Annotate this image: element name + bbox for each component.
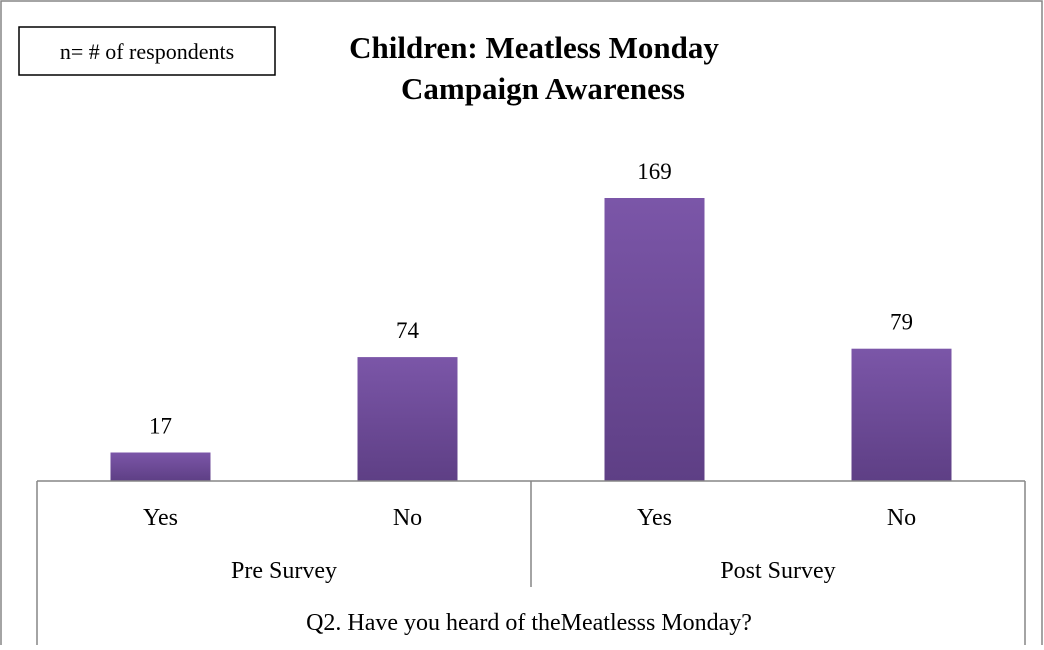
category-label: No: [393, 505, 422, 531]
data-label: 169: [637, 159, 672, 184]
chart-title-line1: Children: Meatless Monday: [349, 30, 719, 65]
bar-pre-survey-yes: [110, 452, 211, 481]
axis-layer: Yes No Pre Survey Yes No Post Survey: [36, 480, 1026, 645]
data-label: 74: [396, 318, 420, 343]
category-label: No: [887, 505, 916, 531]
bar-post-survey-yes: [604, 198, 705, 481]
group-label: Post Survey: [720, 558, 835, 584]
group-label: Pre Survey: [231, 558, 337, 584]
data-label: 79: [890, 310, 913, 335]
data-label: 17: [149, 414, 172, 439]
category-label: Yes: [637, 505, 672, 531]
chart-title-line2: Campaign Awareness: [401, 71, 685, 106]
x-axis-label: Q2. Have you heard of theMeatlesss Monda…: [306, 610, 752, 636]
bars-layer: 17 74 169 79: [110, 159, 952, 481]
note-text: n= # of respondents: [60, 39, 234, 64]
category-label: Yes: [143, 505, 178, 531]
bar-pre-survey-no: [357, 357, 458, 481]
note-box: [18, 26, 276, 76]
bar-post-survey-no: [851, 348, 952, 481]
